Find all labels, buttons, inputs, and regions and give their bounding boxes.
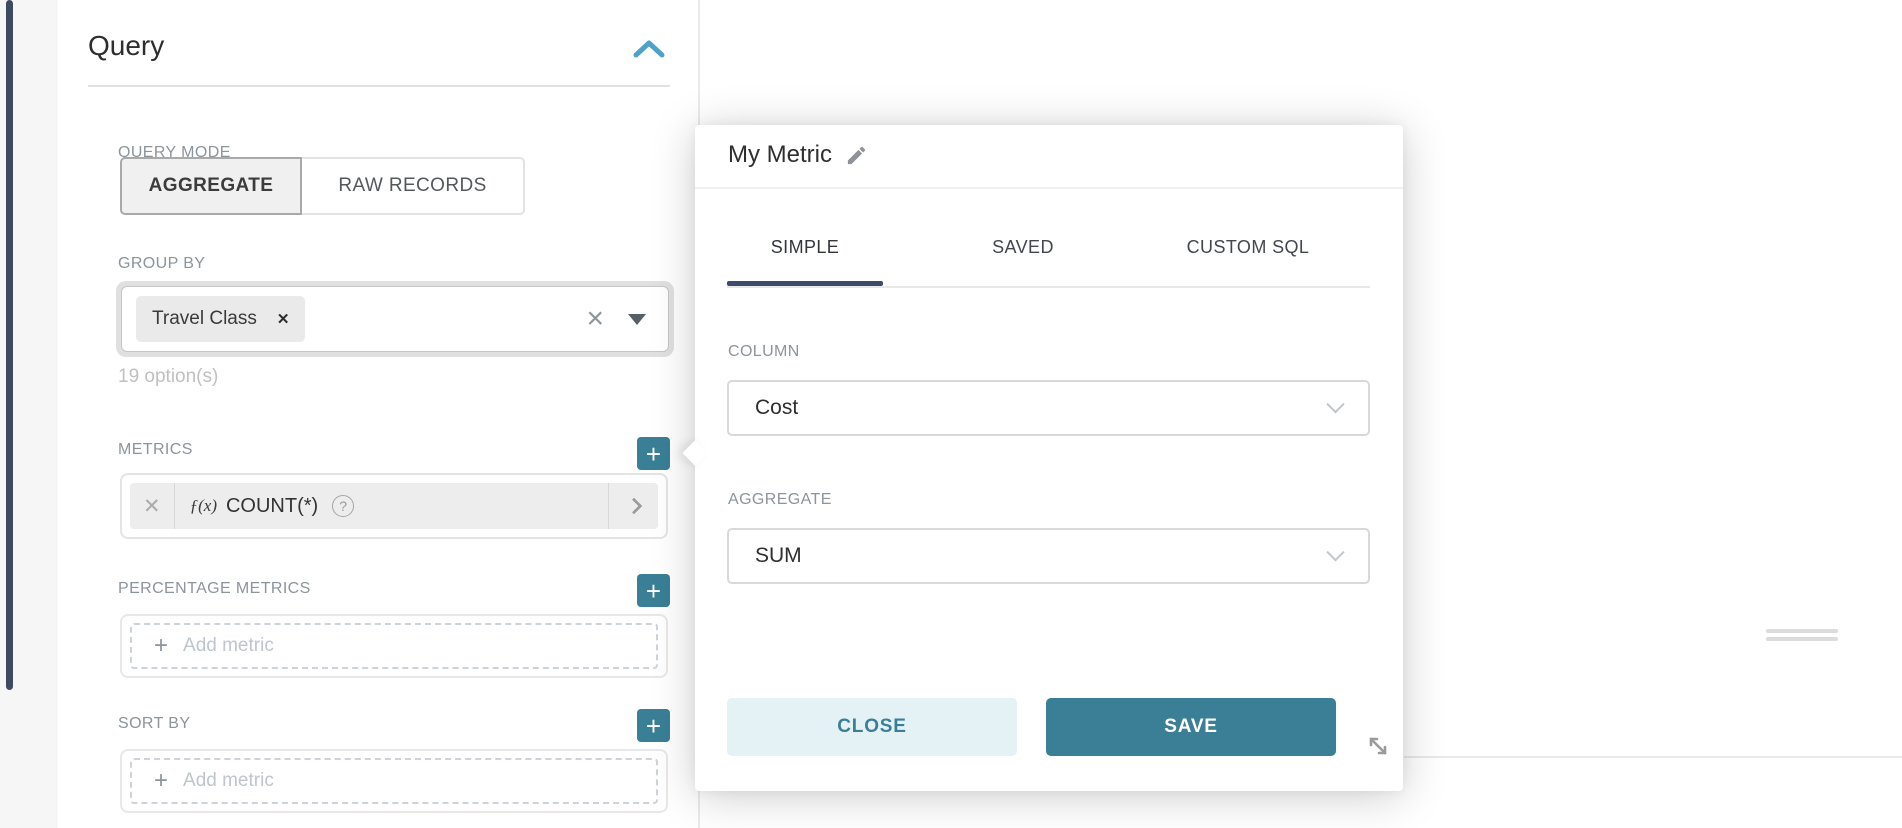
chart-pane-divider: [1404, 756, 1902, 758]
tab-custom-sql[interactable]: CUSTOM SQL: [1186, 237, 1310, 257]
group-by-label: GROUP BY: [118, 255, 206, 272]
group-by-tag-label: Travel Class: [152, 308, 257, 329]
group-by-options-count: 19 option(s): [118, 366, 219, 387]
add-percentage-metric-button[interactable]: +: [637, 574, 670, 607]
plus-icon: +: [645, 438, 662, 469]
sort-by-label: SORT BY: [118, 715, 191, 732]
save-button[interactable]: SAVE: [1046, 698, 1336, 756]
column-select-value: Cost: [755, 396, 799, 419]
column-select[interactable]: Cost: [727, 380, 1370, 436]
query-mode-label: QUERY MODE: [118, 144, 231, 161]
aggregate-select-value: SUM: [755, 544, 802, 567]
query-mode-aggregate-button[interactable]: AGGREGATE: [120, 157, 302, 215]
group-by-select[interactable]: Travel Class ✕ ×: [116, 281, 674, 357]
active-tab-indicator: [727, 281, 883, 286]
add-metric-placeholder: Add metric: [183, 770, 274, 791]
section-divider: [88, 85, 670, 87]
query-section-title: Query: [88, 30, 165, 61]
plus-icon: +: [154, 632, 169, 659]
pane-resize-grip[interactable]: [1766, 629, 1838, 633]
metric-name: COUNT(*): [225, 494, 319, 517]
remove-metric-icon[interactable]: ✕: [143, 494, 161, 518]
metric-popover: My Metric SIMPLE SAVED CUSTOM SQL COLUMN…: [695, 125, 1403, 791]
metrics-label: METRICS: [118, 441, 193, 458]
aggregate-label: AGGREGATE: [728, 491, 832, 508]
tab-bar-divider: [727, 286, 1370, 288]
aggregate-select[interactable]: SUM: [727, 528, 1370, 584]
fx-icon: ƒ(x): [189, 496, 217, 515]
pane-resize-grip[interactable]: [1766, 637, 1838, 641]
chevron-down-icon: [1326, 394, 1345, 413]
plus-icon: +: [645, 575, 662, 606]
query-mode-toggle: AGGREGATE RAW RECORDS: [120, 157, 525, 215]
add-metric-button[interactable]: +: [637, 437, 670, 470]
metric-pill[interactable]: ✕ ƒ(x) COUNT(*) ?: [130, 483, 658, 529]
remove-tag-icon[interactable]: ✕: [276, 311, 290, 328]
add-sort-by-button[interactable]: +: [637, 709, 670, 742]
help-icon[interactable]: ?: [332, 495, 355, 517]
group-by-tag[interactable]: Travel Class ✕: [136, 296, 306, 342]
chevron-right-icon: [625, 497, 642, 515]
percentage-metrics-label: PERCENTAGE METRICS: [118, 580, 311, 597]
percentage-metrics-add-metric[interactable]: + Add metric: [130, 623, 658, 669]
sort-by-dropzone: + Add metric: [120, 749, 668, 813]
query-mode-raw-records-button[interactable]: RAW RECORDS: [302, 157, 525, 215]
resize-icon[interactable]: [1363, 731, 1393, 761]
tab-saved[interactable]: SAVED: [992, 237, 1054, 257]
sort-by-add-metric[interactable]: + Add metric: [130, 758, 658, 804]
popover-header-divider: [695, 187, 1403, 189]
chevron-down-icon: [1326, 542, 1345, 561]
tab-simple[interactable]: SIMPLE: [770, 237, 840, 257]
caret-down-icon[interactable]: [628, 313, 646, 325]
plus-icon: +: [154, 767, 169, 794]
pill-divider: [173, 483, 175, 529]
chevron-up-icon[interactable]: [632, 36, 666, 62]
metric-item-container: ✕ ƒ(x) COUNT(*) ?: [120, 473, 668, 539]
percentage-metrics-dropzone: + Add metric: [120, 614, 668, 678]
add-metric-placeholder: Add metric: [183, 635, 274, 656]
plus-icon: +: [645, 710, 662, 741]
expand-metric-button[interactable]: [608, 483, 658, 529]
clear-icon[interactable]: ×: [586, 302, 604, 335]
popover-title: My Metric: [728, 141, 832, 168]
close-button[interactable]: CLOSE: [727, 698, 1017, 756]
column-label: COLUMN: [728, 343, 800, 360]
pencil-icon[interactable]: [845, 144, 868, 167]
left-scrollbar[interactable]: [6, 0, 13, 690]
